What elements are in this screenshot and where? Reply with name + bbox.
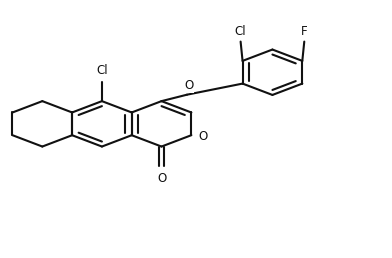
- Text: O: O: [157, 172, 166, 184]
- Text: Cl: Cl: [96, 64, 108, 77]
- Text: F: F: [301, 26, 308, 38]
- Text: Cl: Cl: [235, 26, 247, 38]
- Text: O: O: [198, 130, 208, 143]
- Text: O: O: [184, 79, 194, 92]
